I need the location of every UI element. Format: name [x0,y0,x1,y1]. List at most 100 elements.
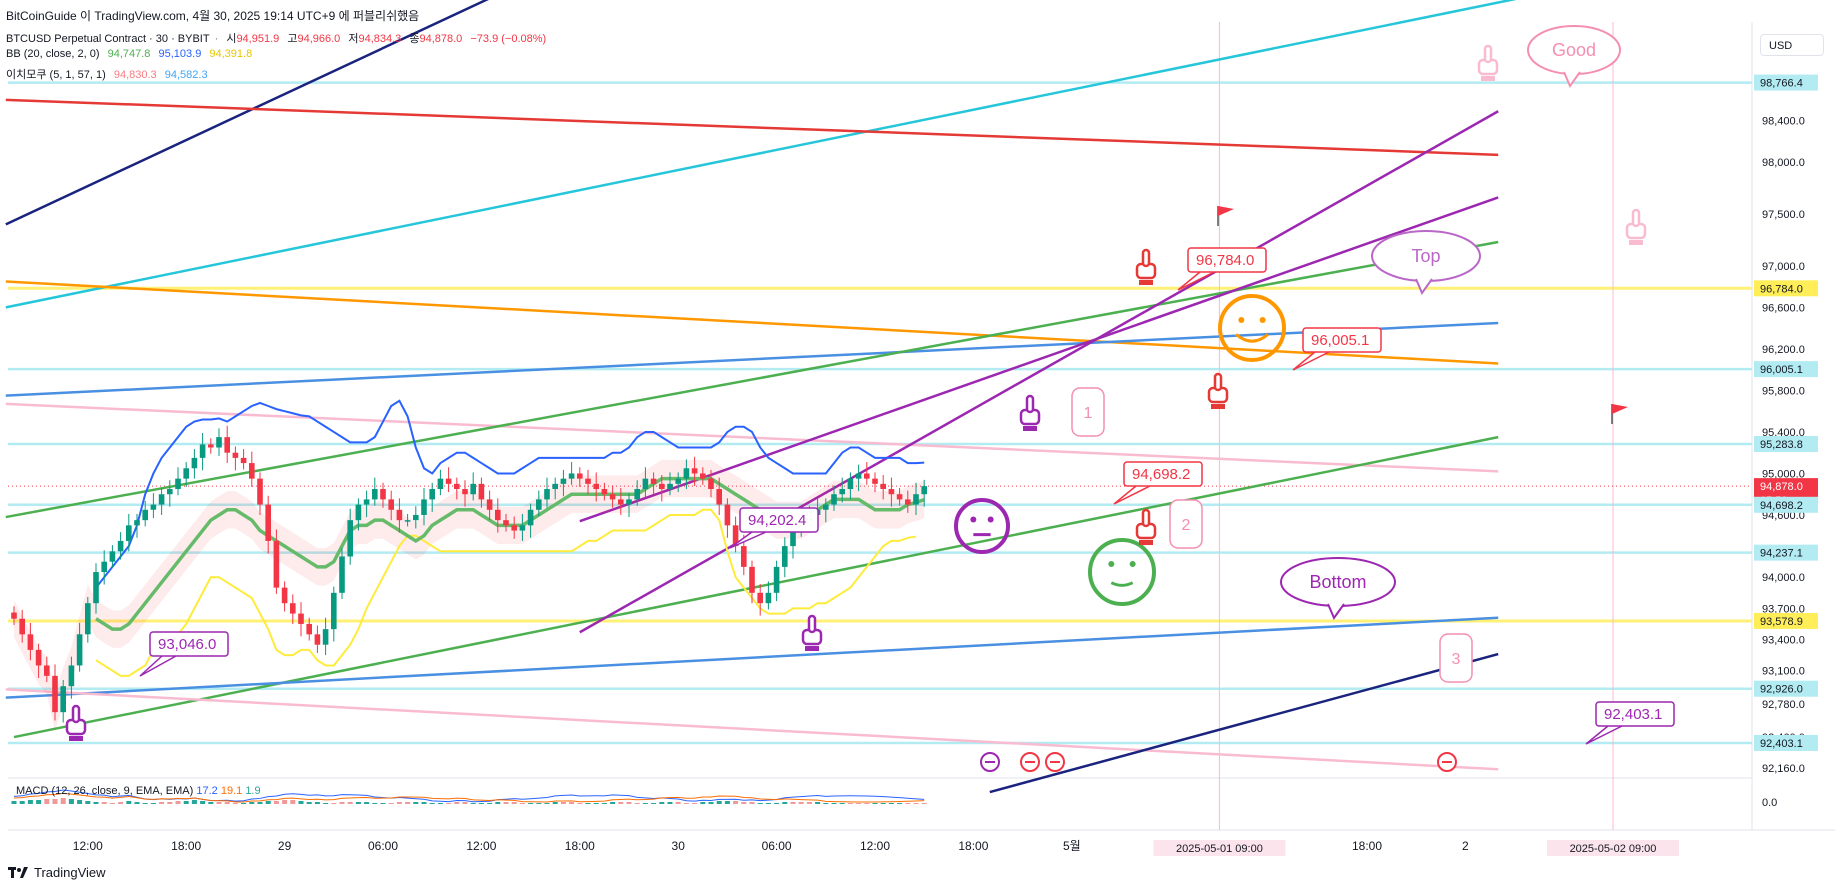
wave-count-box [1439,633,1473,683]
candle [396,509,403,521]
hand-pointer-icon-cuff [1629,240,1643,245]
candle [101,561,107,573]
macd-bar [241,803,247,804]
candle [52,675,58,713]
hand-pointer-icon-finger [807,614,817,634]
symbol-legend: BTCUSD Perpetual Contract · 30 · BYBIT · … [6,33,547,45]
smiley-green-icon-eye [1129,561,1136,567]
bubble-good-tail [1563,71,1581,89]
candle [626,499,632,505]
candle [175,478,181,490]
macd-bar [618,802,624,804]
macd-bar [364,802,370,804]
macd-bar [257,802,263,804]
candle [183,468,189,479]
candle [93,572,99,604]
bb-legend[interactable]: BB (20, close, 2, 0) 94,747.8 95,103.9 9… [6,48,253,60]
candle [667,483,673,490]
bubble-good-text: Good [1552,40,1596,60]
price-tick-label: 93,400.0 [1762,635,1805,647]
macd-bar [552,802,558,804]
candle [445,478,452,484]
price-tick-label: 95,000.0 [1762,468,1805,480]
macd-zero-label: 0.0 [1762,797,1777,809]
macd-bar [519,803,525,804]
candle [331,592,337,630]
macd-bar [593,803,599,804]
candle [609,494,616,500]
candle [749,566,755,593]
candle [880,483,886,490]
macd-bar [741,802,747,804]
macd-bar [134,802,140,804]
candle [659,483,665,490]
price-badge [1754,612,1818,629]
candle [281,587,288,604]
candle [11,612,17,619]
candle [765,592,772,604]
bubble-bottom-tail [1327,603,1345,621]
symbol-label[interactable]: BTCUSD Perpetual Contract · 30 · BYBIT [6,33,210,45]
note-93046-text: 93,046.0 [158,636,216,653]
wave-count-label: 1 [1084,405,1093,422]
candle [552,483,558,490]
macd-bar [77,800,83,804]
macd-bar [11,801,17,804]
macd-bar [577,803,583,804]
price-badge [1754,680,1818,697]
tradingview-logo[interactable]: TradingView [8,865,106,880]
macd-bar [634,803,640,804]
hand-pointer-icon-cuff [805,646,819,651]
price-tick-label: 97,500.0 [1762,209,1805,221]
candle [339,556,345,593]
smiley-green-icon [1088,538,1156,606]
currency-selector[interactable]: USD [1760,34,1824,56]
macd-bar [388,803,394,804]
candle [634,489,640,500]
candle [642,478,649,490]
time-tick-label: 12:00 [860,839,890,853]
note-92403 [1595,701,1675,727]
close-value: 94,878.0 [419,33,463,45]
candle [388,499,394,510]
hand-pointer-icon-finger [1141,508,1151,528]
macd-bar [85,801,91,804]
candle [732,525,739,547]
wave-count-label: 3 [1452,651,1461,668]
macd-bar [372,803,378,804]
macd-bar [560,802,566,804]
price-tick-label: 94,000.0 [1762,572,1805,584]
macd-bar [815,802,821,804]
note-94698-pointer [1113,485,1151,505]
candle [167,489,173,495]
smiley-purple-icon [954,498,1010,554]
hand-pointer-icon-finger [1631,208,1641,228]
candle [265,504,271,541]
candle [691,468,698,474]
ichimoku-legend[interactable]: 이치모쿠 (5, 1, 57, 1) 94,830.3 94,582.3 [6,69,208,81]
ichimoku-cloud [14,459,925,731]
note-94202-pointer [729,531,767,549]
price-badge-label: 93,578.9 [1760,616,1803,628]
candle [462,489,468,495]
smiley-purple-icon-eye [987,516,994,523]
macd-bar [823,803,829,804]
note-94202-text: 94,202.4 [748,512,806,529]
bubble-top-text: Top [1411,246,1440,266]
candle [855,473,862,479]
hand-pointer-icon-finger [1141,248,1151,268]
candle [757,592,763,604]
time-tick-label: 06:00 [762,839,792,853]
hand-pointer-icon-cuff [1023,426,1037,431]
macd-legend[interactable]: MACD (12, 26, close, 9, EMA, EMA) 17.2 1… [16,785,261,797]
price-tick-label: 95,400.0 [1762,427,1805,439]
change-value: −73.9 (−0.08%) [470,33,547,45]
price-tick-label: 93,100.0 [1762,666,1805,678]
smiley-orange-icon-eye [1238,317,1245,323]
smiley-green-icon-mouth [1110,581,1134,587]
candle [290,603,296,614]
time-badge-label: 2025-05-02 09:00 [1570,843,1657,855]
macd-bar [905,803,911,804]
macd-bar [232,803,238,804]
